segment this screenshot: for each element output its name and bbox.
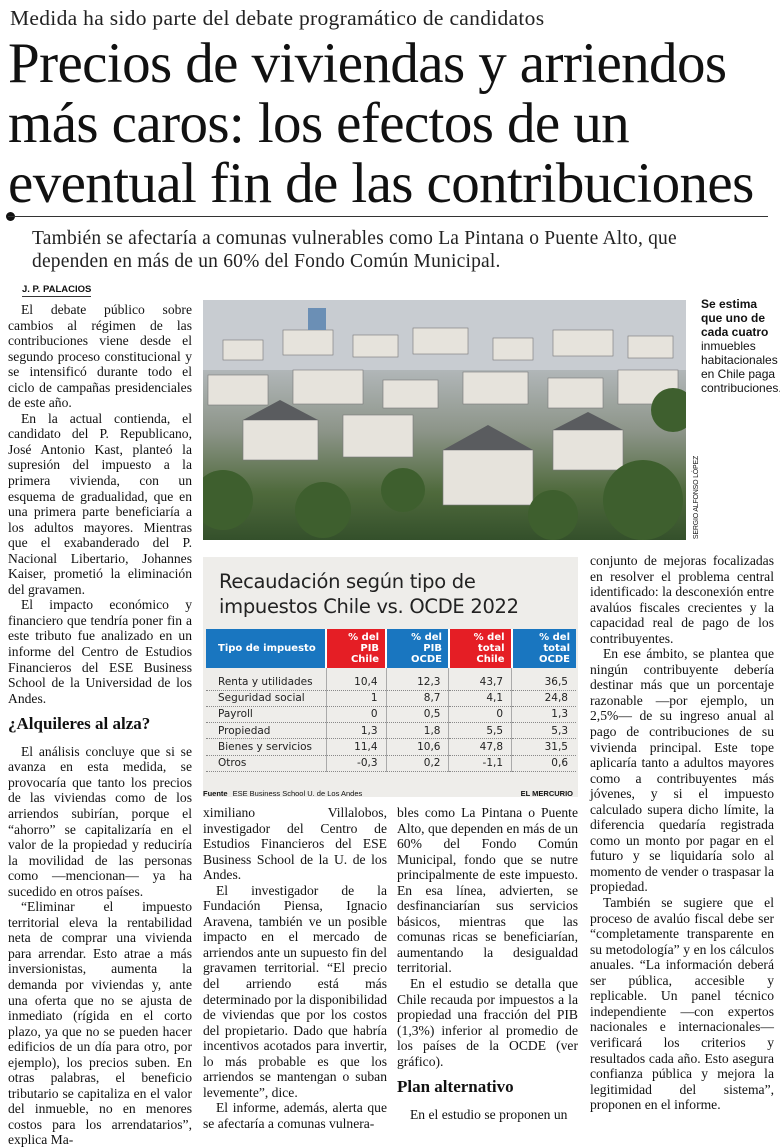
column-2: ximiliano Villalobos, investigador del C… [203, 805, 387, 1131]
paragraph: “Eliminar el impuesto territorial eleva … [8, 899, 192, 1148]
value-cell: 1 [326, 690, 387, 707]
table-row: Seguridad social 1 8,7 4,1 24,8 [206, 690, 576, 707]
value-cell: 0,5 [386, 706, 450, 724]
paragraph: El impacto económico y financiero que te… [8, 597, 192, 706]
header-pib-chile: % del PIB Chile [326, 629, 388, 668]
paragraph: bles como La Pintana o Puente Alto, que … [397, 805, 578, 976]
value-cell: 0 [326, 706, 387, 724]
value-cell: 1,3 [326, 722, 387, 740]
paragraph: También se sugiere que el proceso de ava… [590, 895, 774, 1113]
table-row: Propiedad 1,3 1,8 5,5 5,3 [206, 722, 576, 740]
value-cell: 43,7 [448, 668, 513, 691]
photo-caption: Se estima que uno de cada cuatro inmuebl… [701, 297, 780, 395]
value-cell: 1,8 [386, 722, 450, 740]
value-cell: 31,5 [511, 738, 576, 756]
paragraph: El informe, además, alerta que se afecta… [203, 1100, 387, 1131]
table-row: Renta y utilidades 10,4 12,3 43,7 36,5 [206, 668, 576, 691]
value-cell: 5,3 [511, 722, 576, 740]
paragraph: El análisis concluye que si se avanza en… [8, 743, 192, 899]
paragraph: ximiliano Villalobos, investigador del C… [203, 805, 387, 883]
divider [8, 216, 768, 217]
source-label: Fuente [203, 789, 228, 798]
table-title: Recaudación según tipo de impuestos Chil… [219, 570, 519, 618]
paragraph: En el estudio se proponen un [410, 1106, 568, 1122]
value-cell: 24,8 [511, 690, 576, 707]
header-total-ocde: % del total OCDE [511, 629, 576, 668]
paragraph: El investigador de la Fundación Piensa, … [203, 882, 387, 1100]
headline: Precios de viviendas y arriendos más car… [8, 32, 754, 215]
column-4: conjunto de mejoras focalizadas en resol… [590, 553, 774, 1113]
table-row: Payroll 0 0,5 0 1,3 [206, 706, 576, 724]
tax-table: Tipo de impuesto % del PIB Chile % del P… [206, 629, 576, 772]
tax-type-cell: Bienes y servicios [206, 738, 327, 756]
column-1: El debate público sobre cambios al régim… [8, 302, 192, 1148]
tax-type-cell: Payroll [206, 706, 327, 724]
value-cell: 11,4 [326, 738, 387, 756]
value-cell: -0,3 [326, 755, 387, 772]
value-cell: 8,7 [386, 690, 450, 707]
value-cell: 5,5 [448, 722, 513, 740]
kicker: Medida ha sido parte del debate programá… [10, 6, 545, 30]
housing-photo [203, 300, 686, 540]
value-cell: 10,4 [326, 668, 387, 691]
value-cell: 0 [448, 706, 513, 724]
tax-type-cell: Otros [206, 755, 327, 772]
value-cell: 12,3 [386, 668, 450, 691]
houses-image [203, 300, 686, 540]
column-3: bles como La Pintana o Puente Alto, que … [397, 805, 578, 1122]
value-cell: 1,3 [511, 706, 576, 724]
tax-type-cell: Seguridad social [206, 690, 327, 707]
value-cell: -1,1 [448, 755, 513, 772]
photo-credit-text: SERGIO ALFONSO LÓPEZ [693, 455, 701, 540]
byline: J. P. PALACIOS [22, 284, 92, 297]
paragraph: En el estudio se detalla que Chile recau… [397, 976, 578, 1069]
value-cell: 47,8 [448, 738, 513, 756]
header-total-chile: % del total Chile [448, 629, 513, 668]
value-cell: 36,5 [511, 668, 576, 691]
value-cell: 10,6 [386, 738, 450, 756]
table-header-row: Tipo de impuesto % del PIB Chile % del P… [206, 629, 576, 668]
value-cell: 0,2 [386, 755, 450, 772]
publisher: EL MERCURIO [520, 789, 573, 798]
deck: También se afectaría a comunas vulnerabl… [32, 228, 677, 272]
paragraph: En la actual contienda, el candidato del… [8, 410, 192, 597]
tax-type-cell: Propiedad [206, 722, 327, 740]
tax-type-cell: Renta y utilidades [206, 668, 327, 691]
header-pib-ocde: % del PIB OCDE [386, 629, 450, 668]
value-cell: 4,1 [448, 690, 513, 707]
table-row: Bienes y servicios 11,4 10,6 47,8 31,5 [206, 738, 576, 756]
subheading: ¿Alquileres al alza? [8, 714, 151, 734]
table-source: Fuente ESE Business School U. de Los Ande… [203, 789, 578, 798]
value-cell: 0,6 [511, 755, 576, 772]
photo-credit: SERGIO ALFONSO LÓPEZ [687, 456, 700, 540]
caption-text: inmuebles habitacionales en Chile paga c… [701, 339, 780, 395]
paragraph: El debate público sobre cambios al régim… [8, 302, 192, 411]
paragraph: En ese ámbito, se plantea que ningún con… [590, 646, 774, 895]
tax-table-box: Recaudación según tipo de impuestos Chil… [203, 557, 578, 797]
table-row: Otros -0,3 0,2 -1,1 0,6 [206, 755, 576, 772]
subheading: Plan alternativo [397, 1077, 514, 1097]
header-tipo: Tipo de impuesto [206, 629, 327, 668]
paragraph: conjunto de mejoras focalizadas en resol… [590, 553, 774, 646]
source-text: ESE Business School U. de Los Andes [232, 789, 363, 798]
caption-bold: Se estima que uno de cada cuatro [701, 297, 769, 339]
